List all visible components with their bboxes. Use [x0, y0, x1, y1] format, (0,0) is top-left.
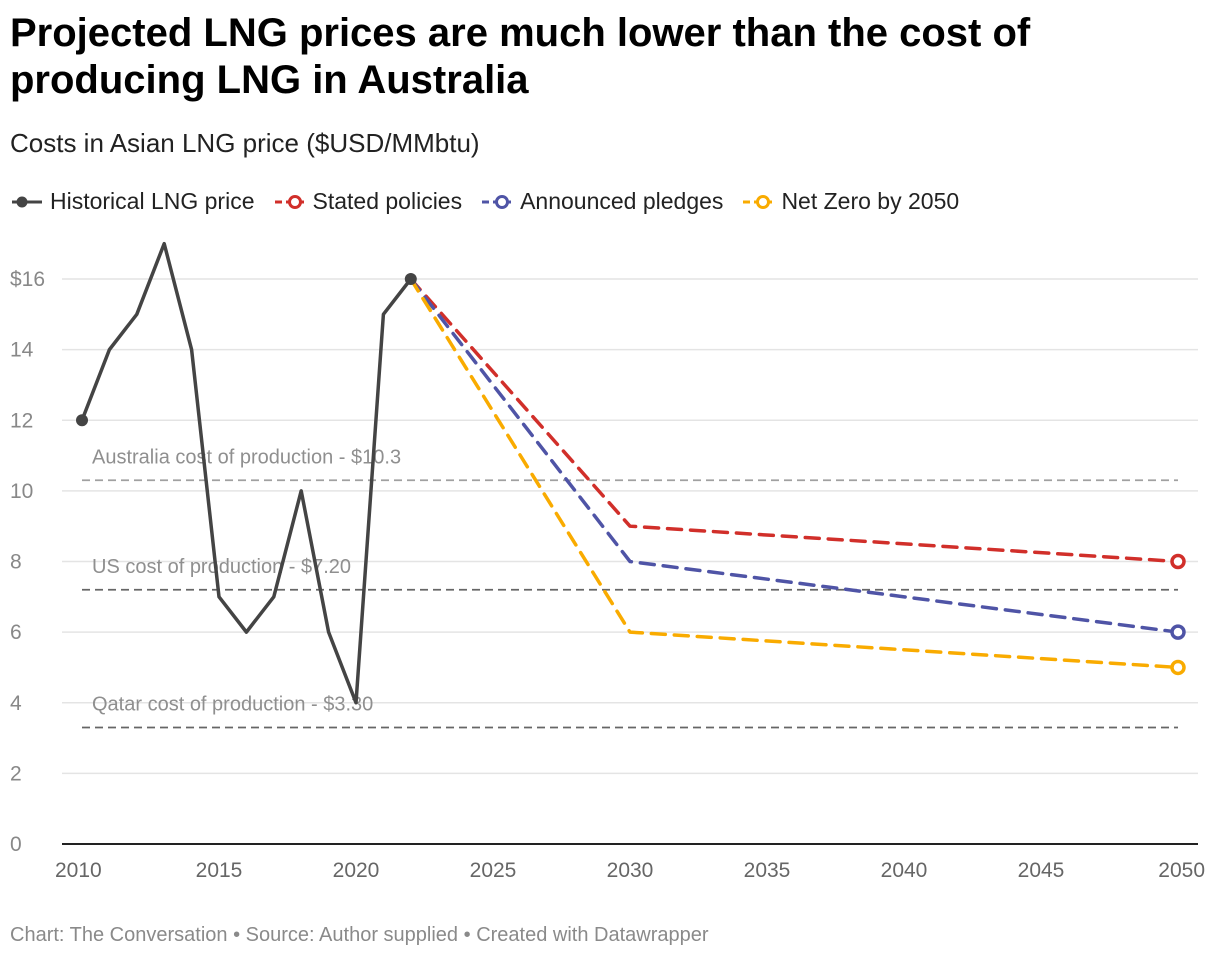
y-tick-label-12: 12	[10, 409, 33, 432]
x-tick-label-2015: 2015	[196, 859, 243, 882]
chart-title: Projected LNG prices are much lower than…	[10, 11, 1031, 102]
y-tick-label-10: 10	[10, 480, 33, 503]
legend-marker-netzero-icon	[743, 194, 774, 209]
y-tick-label-8: 8	[10, 551, 22, 574]
legend-item-announced[interactable]: Announced pledges	[480, 188, 723, 215]
reference-label-1: US cost of production - $7.20	[92, 556, 351, 578]
reference-label-0: Australia cost of production - $10.3	[92, 446, 401, 468]
x-tick-label-2050: 2050	[1158, 859, 1205, 882]
x-tick-label-2030: 2030	[607, 859, 654, 882]
x-tick-label-2045: 2045	[1018, 859, 1065, 882]
y-tick-label-2: 2	[10, 762, 22, 785]
legend-item-netzero[interactable]: Net Zero by 2050	[741, 188, 959, 215]
y-tick-label-14: 14	[10, 339, 34, 362]
legend-item-stated[interactable]: Stated policies	[273, 188, 463, 215]
x-tick-label-2040: 2040	[881, 859, 928, 882]
y-tick-label-0: 0	[10, 833, 22, 856]
data-point-netzero-2050	[1170, 659, 1186, 676]
x-tick-label-2020: 2020	[333, 859, 380, 882]
y-tick-label-16: $16	[10, 268, 45, 291]
series-line-announced	[409, 277, 1180, 634]
x-tick-label-2025: 2025	[470, 859, 517, 882]
footer-source: Source: Author supplied	[245, 924, 459, 946]
legend-label-announced: Announced pledges	[520, 188, 724, 214]
footer-created-with: Created with Datawrapper	[476, 924, 709, 946]
legend-label-stated: Stated policies	[312, 188, 463, 214]
legend-marker-stated-icon	[274, 194, 305, 209]
y-tick-label-4: 4	[10, 692, 22, 715]
series-line-netzero	[409, 277, 1180, 670]
legend-label-historical: Historical LNG price	[50, 188, 255, 214]
data-point-stated-2050	[1170, 553, 1186, 570]
legend-label-netzero: Net Zero by 2050	[781, 188, 960, 214]
legend-item-historical[interactable]: Historical LNG price	[10, 188, 255, 215]
footer-separator: •	[463, 924, 471, 946]
data-point-historical-2010	[76, 414, 88, 427]
line-chart: 0 2 4 6 8 10 12 14 $16 2010 2015 2020 2025 2030 2035 20…	[10, 241, 1205, 882]
y-tick-label-6: 6	[10, 621, 22, 644]
data-point-historical-2022	[404, 273, 417, 285]
footer-separator: •	[233, 924, 241, 946]
legend-marker-historical-icon	[12, 196, 42, 207]
series-line-stated	[409, 277, 1180, 564]
x-tick-label-2010: 2010	[55, 859, 102, 882]
data-point-announced-2050	[1170, 624, 1186, 640]
reference-label-2: Qatar cost of production - $3.30	[92, 693, 373, 715]
chart-legend: Historical LNG price Stated policies Ann…	[10, 188, 977, 215]
footer-chart-credit: Chart: The Conversation	[10, 924, 228, 946]
chart-footer: Chart: The Conversation • Source: Author…	[10, 924, 709, 947]
x-tick-label-2035: 2035	[744, 859, 791, 882]
series-line-historical	[80, 241, 413, 705]
legend-marker-announced-icon	[482, 194, 513, 209]
chart-subtitle: Costs in Asian LNG price ($USD/MMbtu)	[10, 128, 480, 158]
